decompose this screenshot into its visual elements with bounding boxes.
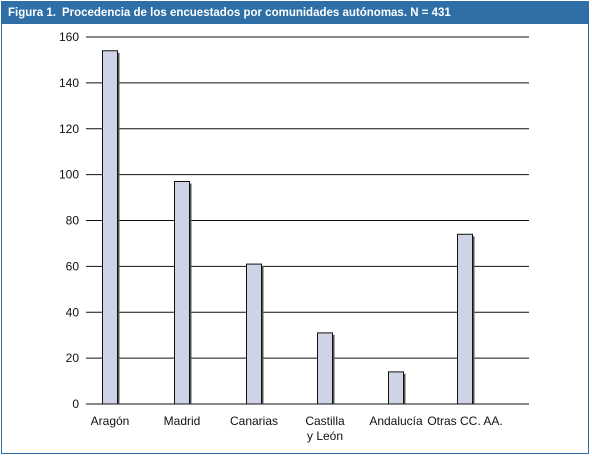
x-category-label: Aragón — [91, 414, 130, 428]
y-tick-label: 40 — [66, 305, 80, 319]
y-tick-label: 80 — [66, 214, 80, 228]
figure-title: Procedencia de los encuestados por comun… — [61, 7, 451, 19]
y-tick-label: 60 — [66, 259, 80, 273]
x-category-label: Otras CC. AA. — [427, 414, 502, 428]
y-tick-label: 100 — [59, 168, 79, 182]
y-tick-label: 20 — [66, 351, 80, 365]
figure-label: Figura 1. — [8, 7, 56, 19]
x-category-label: Madrid — [164, 414, 201, 428]
x-category-label: Andalucía — [369, 414, 423, 428]
x-category-label: Castilla — [305, 414, 345, 428]
y-tick-label: 140 — [59, 76, 79, 90]
y-axis-ticks: 0 20 40 60 80 100 120 140 160 — [59, 30, 79, 411]
bars — [102, 50, 475, 405]
bar — [246, 263, 262, 405]
bar — [457, 233, 473, 405]
gridlines — [86, 36, 529, 405]
y-tick-label: 160 — [59, 30, 79, 44]
x-category-label: Canarias — [230, 414, 278, 428]
figure-header: Figura 1. Procedencia de los encuestados … — [2, 2, 588, 24]
bar — [388, 371, 404, 405]
bar — [317, 332, 333, 405]
y-tick-label: 0 — [72, 397, 79, 411]
bar — [102, 50, 118, 405]
x-category-label: y León — [307, 429, 343, 443]
y-tick-label: 120 — [59, 122, 79, 136]
bar — [174, 181, 190, 405]
